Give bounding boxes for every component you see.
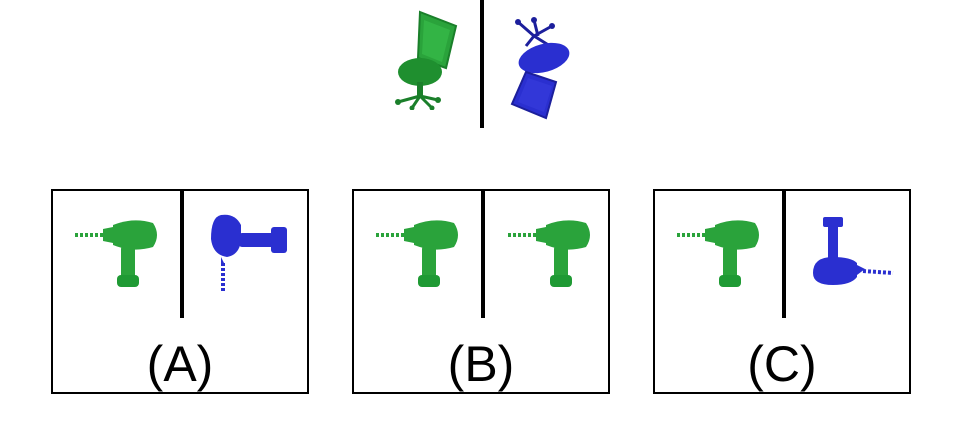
example-divider <box>480 0 484 128</box>
green-drill-icon <box>73 213 163 293</box>
option-b-right-pane <box>484 191 612 319</box>
option-a-left-pane <box>53 191 181 319</box>
option-b-divider <box>481 191 485 318</box>
blue-drill-horizontal-icon <box>807 215 897 295</box>
option-c[interactable]: (C) <box>653 189 911 394</box>
option-a[interactable]: (A) <box>51 189 309 394</box>
option-a-divider <box>180 191 184 318</box>
option-c-label: (C) <box>747 336 817 392</box>
option-c-left-pane <box>655 191 783 319</box>
option-b-left-pane <box>354 191 482 319</box>
option-b-label: (B) <box>447 336 515 392</box>
example-pair <box>380 0 590 130</box>
option-b[interactable]: (B) <box>352 189 610 394</box>
option-c-right-pane <box>785 191 913 319</box>
blue-office-chair-icon <box>506 16 576 120</box>
option-a-right-pane <box>183 191 311 319</box>
blue-drill-vertical-icon <box>207 211 297 297</box>
green-office-chair-icon <box>388 8 458 110</box>
green-drill-icon <box>506 213 596 293</box>
green-drill-icon <box>675 213 765 293</box>
green-drill-icon <box>374 213 464 293</box>
option-c-divider <box>782 191 786 318</box>
option-a-label: (A) <box>146 336 214 392</box>
